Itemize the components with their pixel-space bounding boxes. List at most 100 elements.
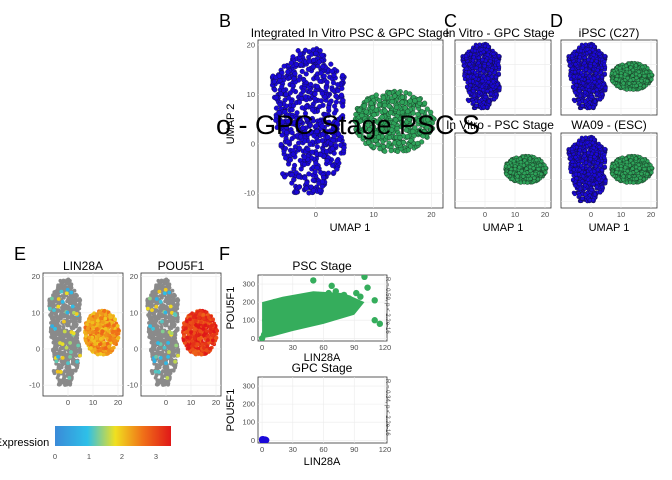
- data-point: [400, 122, 406, 128]
- data-point: [567, 60, 572, 65]
- data-point: [581, 81, 586, 86]
- data-point: [289, 130, 295, 136]
- data-point: [334, 166, 340, 172]
- data-point: [610, 78, 615, 83]
- data-point: [329, 146, 335, 152]
- data-point: [573, 172, 578, 177]
- data-point: [480, 57, 485, 62]
- data-point: [597, 144, 602, 150]
- data-point: [64, 373, 69, 378]
- data-point: [484, 47, 489, 52]
- data-point: [482, 43, 488, 49]
- data-point: [290, 54, 296, 60]
- data-point: [489, 74, 494, 79]
- data-point: [617, 66, 622, 71]
- data-point: [598, 97, 603, 102]
- data-point: [299, 68, 305, 75]
- data-point: [571, 167, 576, 172]
- data-point: [373, 92, 379, 98]
- data-point: [524, 161, 530, 166]
- x-tick-label: 10: [369, 210, 377, 219]
- data-point: [340, 103, 346, 109]
- y-tick-label: 20: [247, 40, 255, 49]
- data-point: [373, 130, 379, 136]
- data-point: [616, 176, 621, 181]
- data-point: [623, 165, 628, 170]
- data-point: [588, 136, 594, 142]
- data-point: [291, 76, 297, 82]
- data-point: [356, 133, 363, 139]
- data-point: [312, 96, 318, 102]
- data-point: [476, 55, 481, 60]
- data-point: [522, 158, 527, 163]
- data-point: [518, 156, 523, 161]
- data-point: [400, 139, 407, 146]
- data-point: [478, 67, 483, 72]
- data-point: [317, 48, 323, 54]
- data-point: [586, 57, 591, 62]
- data-point: [285, 118, 291, 124]
- data-point: [421, 129, 427, 135]
- data-point: [296, 184, 302, 190]
- data-point: [415, 140, 421, 146]
- data-point: [283, 155, 289, 161]
- data-point: [634, 176, 639, 181]
- data-point: [428, 109, 434, 115]
- y-tick-label: -10: [29, 381, 40, 390]
- data-point: [322, 111, 329, 118]
- data-point: [536, 167, 541, 172]
- data-point: [508, 170, 513, 175]
- data-point: [375, 141, 381, 147]
- data-point: [535, 177, 540, 182]
- panel-letter-d: D: [550, 11, 563, 31]
- data-point: [288, 60, 294, 66]
- data-point: [297, 134, 304, 140]
- data-point: [304, 116, 310, 122]
- data-point: [327, 100, 333, 106]
- data-point: [580, 65, 585, 70]
- data-point: [464, 84, 470, 89]
- data-point: [592, 169, 597, 174]
- data-point: [340, 113, 346, 119]
- data-point: [307, 141, 313, 148]
- data-point: [416, 96, 422, 103]
- data-point: [580, 103, 585, 108]
- data-point: [588, 157, 593, 162]
- data-point: [587, 49, 592, 54]
- data-point: [631, 87, 636, 92]
- data-point: [642, 74, 647, 79]
- data-point: [313, 160, 319, 166]
- data-point: [486, 80, 491, 85]
- data-point: [589, 94, 594, 100]
- umap-plot-ipsc: iPSC (C27): [560, 26, 658, 116]
- data-point: [276, 73, 282, 79]
- data-point: [633, 156, 638, 161]
- x-tick-label: 0: [314, 210, 318, 219]
- data-point: [302, 94, 309, 100]
- data-point: [321, 73, 327, 79]
- data-point: [602, 146, 607, 151]
- data-point: [419, 109, 425, 115]
- data-point: [273, 95, 279, 101]
- data-point: [399, 94, 405, 100]
- data-point: [321, 174, 327, 181]
- y-tick-label: -10: [244, 189, 255, 198]
- data-point: [279, 84, 285, 90]
- data-point: [319, 52, 325, 58]
- data-point: [383, 122, 390, 129]
- data-point: [305, 146, 311, 152]
- data-point: [293, 61, 299, 67]
- data-point: [586, 150, 591, 155]
- data-point: [341, 145, 347, 151]
- data-point: [528, 165, 533, 170]
- data-point: [283, 124, 289, 130]
- data-point: [373, 107, 379, 113]
- data-point: [570, 84, 576, 89]
- data-point: [408, 143, 414, 149]
- data-point: [497, 85, 502, 91]
- data-point: [306, 171, 312, 177]
- data-point: [570, 66, 575, 71]
- data-point: [290, 151, 296, 157]
